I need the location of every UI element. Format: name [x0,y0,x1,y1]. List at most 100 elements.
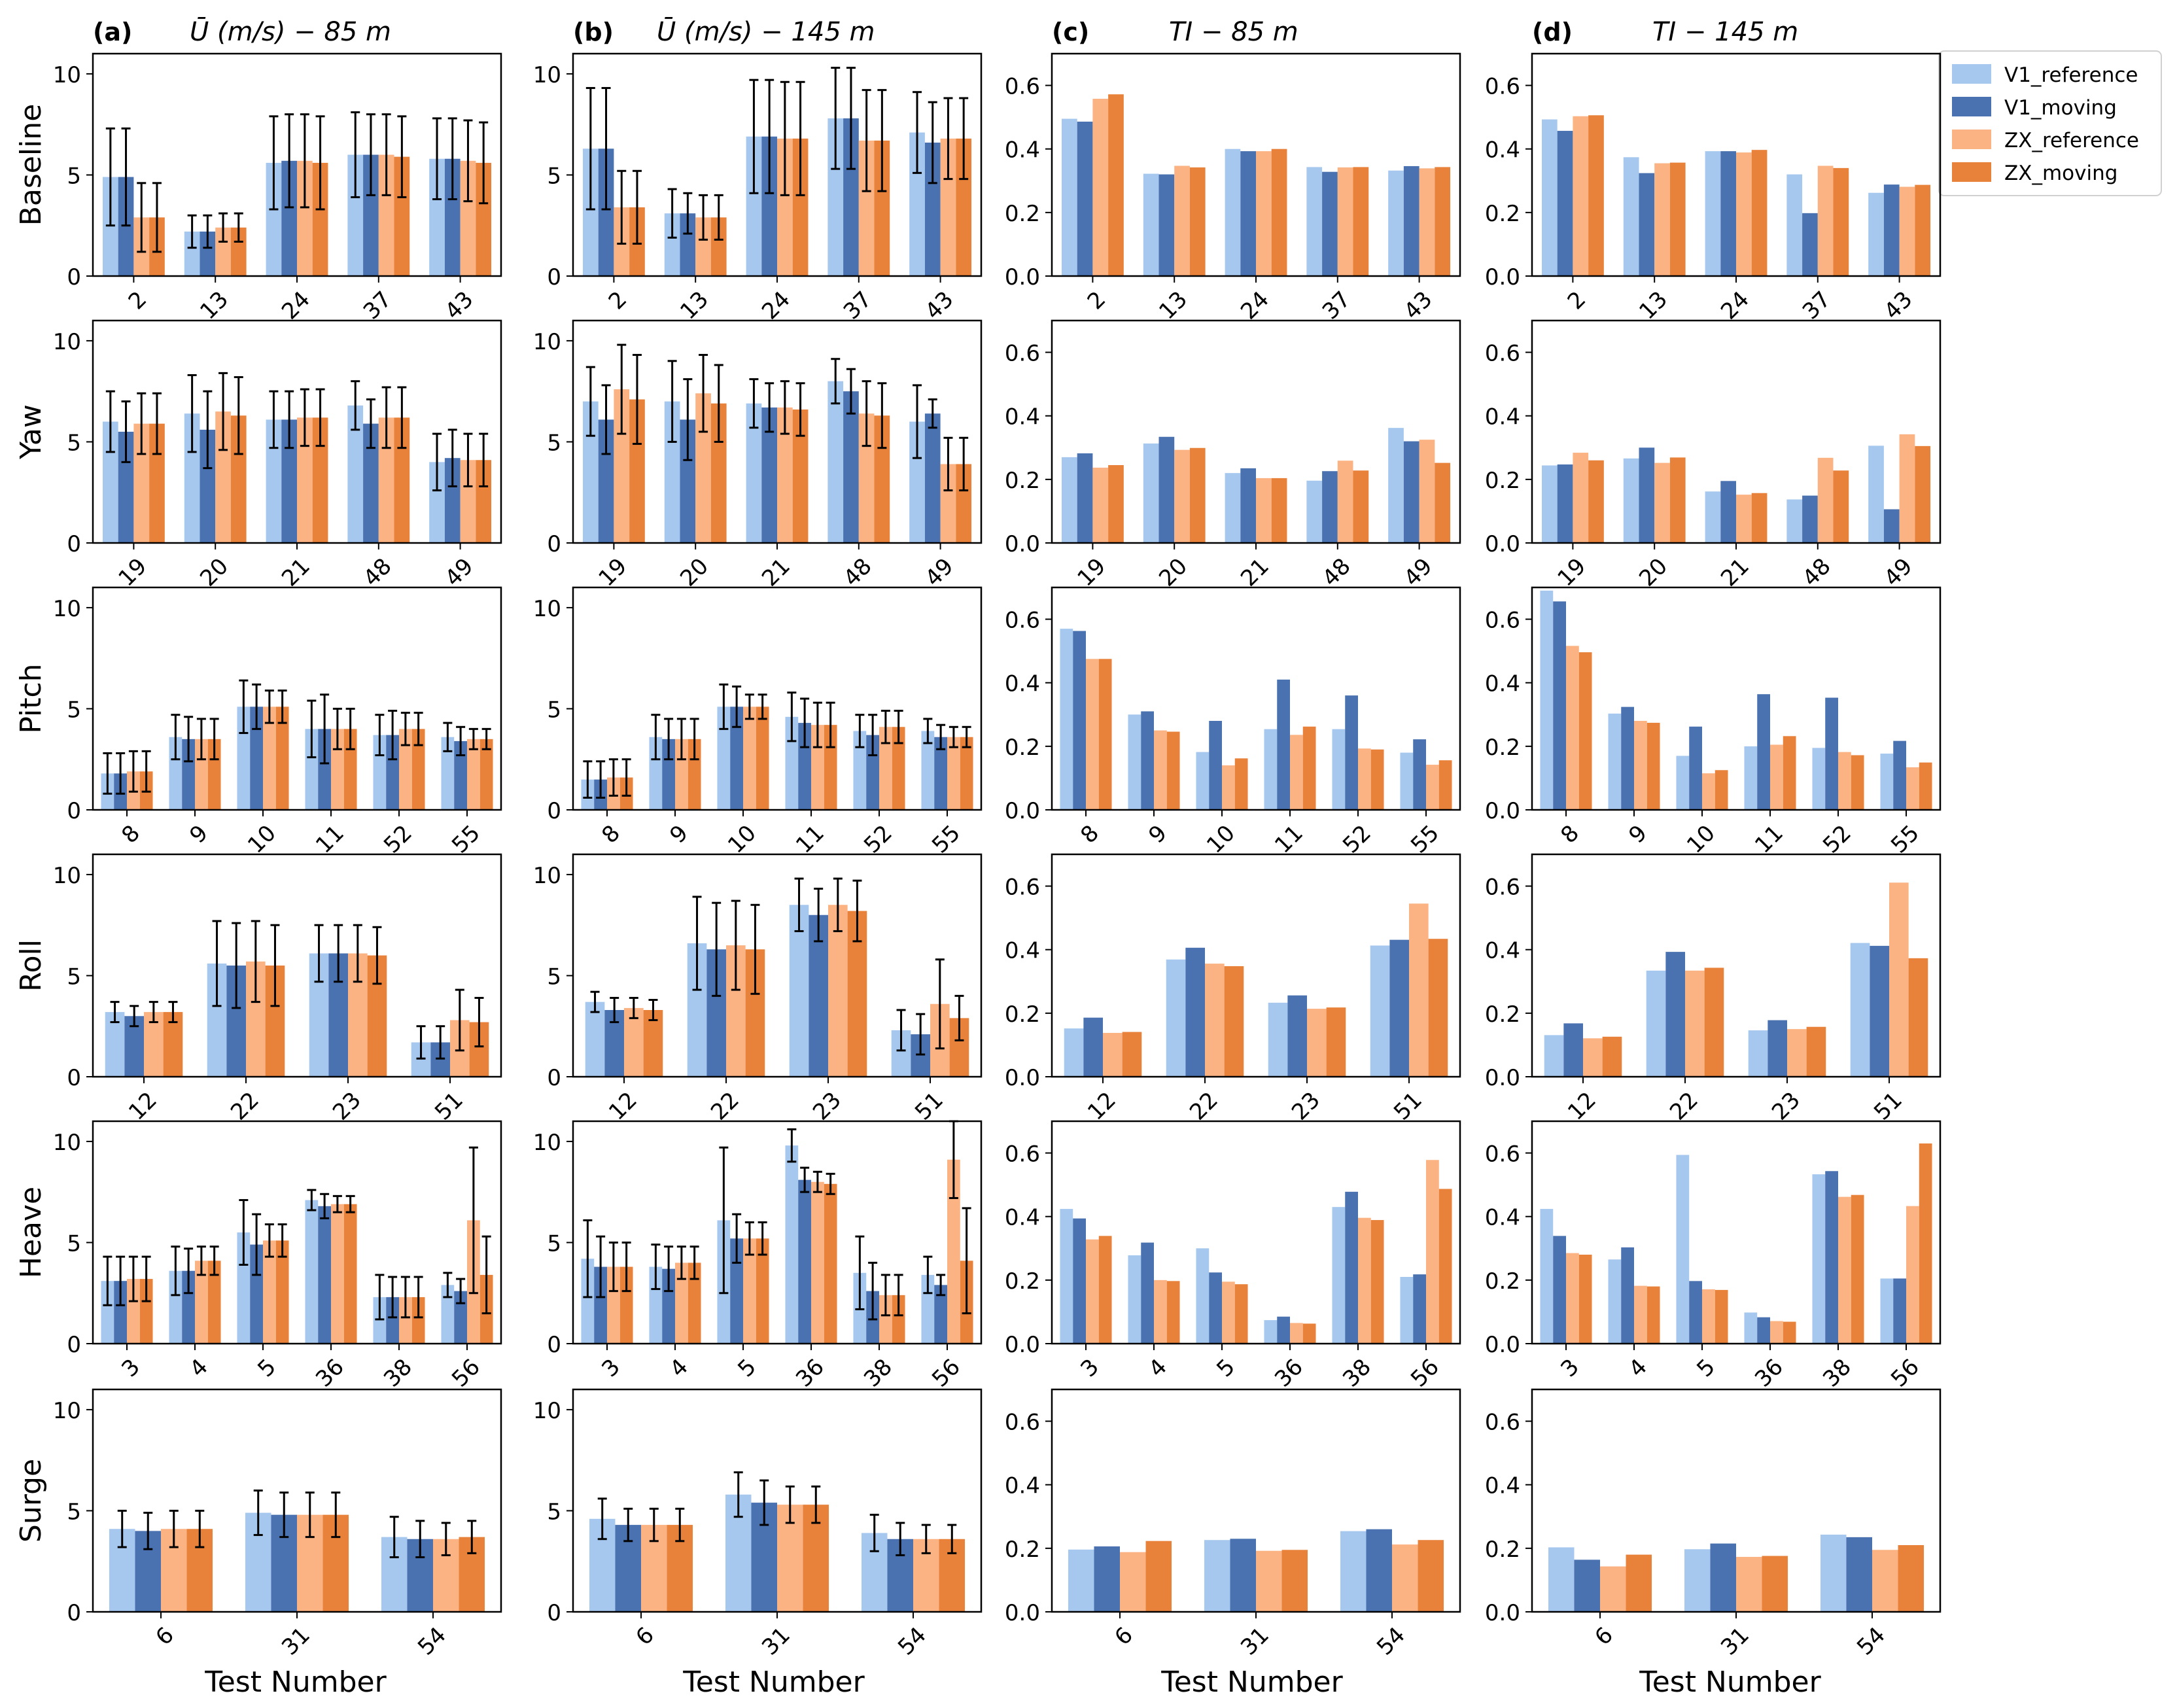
panel-surge-u-145-ytick-label: 10 [533,1398,561,1424]
panel-heave-u-85-ytick-label: 10 [53,1130,81,1156]
panel-pitch-u-145-bar-zx-reference-10 [743,706,756,810]
panel-heave-u-145-bar-v1-moving-4 [662,1268,675,1344]
panel-heave-u-145-frame [572,1120,983,1345]
panel-baseline-ti-85: 0.00.20.40.62 13 24 37 43 [1005,52,1461,324]
panel-heave-ti-145-ytick-label: 0.0 [1485,1332,1520,1358]
x-axis-labels: Test Number Test Number Test Number Test… [204,1665,1821,1699]
panel-baseline-ti-85-bar-v1-reference-43 [1388,170,1404,276]
panel-pitch-u-145-bar-v1-moving-55 [934,737,947,810]
panel-baseline-ti-85-bar-v1-moving-43 [1403,166,1419,276]
panel-heave-u-85-bar-zx-reference-36 [331,1204,344,1344]
panel-yaw-ti-145-bar-zx-moving-19 [1588,460,1604,543]
panel-roll-ti-85-bar-v1-reference-12 [1064,1028,1084,1077]
panel-roll-ti-85-bar-zx-reference-23 [1307,1009,1327,1077]
panel-pitch-ti-145-ytick-label: 0.4 [1485,671,1520,697]
panel-baseline-u-85-bar-v1-moving-24 [281,160,297,276]
panel-heave-ti-145-bar-v1-moving-38 [1825,1171,1838,1344]
panel-yaw-u-85-bar-v1-reference-20 [184,413,200,543]
panel-heave-ti-145-bar-v1-reference-4 [1608,1259,1622,1344]
panel-yaw-ti-85-ytick-label: 0.2 [1005,468,1040,494]
panel-heave-ti-85-ytick-label: 0.4 [1005,1205,1040,1231]
panel-heave-ti-85-ytick-label: 0.2 [1005,1268,1040,1295]
panel-pitch-ti-85-bar-v1-reference-55 [1400,752,1414,810]
panel-heave-u-145-bar-zx-reference-3 [607,1266,620,1344]
panel-baseline-ti-85-bar-zx-moving-13 [1189,167,1206,276]
panel-roll-ti-85-bar-v1-moving-23 [1287,995,1307,1077]
panel-pitch-u-85-bar-v1-moving-9 [182,739,195,810]
panel-pitch-ti-85-bar-v1-reference-8 [1060,629,1073,810]
legend-swatch-v1-moving [1952,97,1991,116]
panel-baseline-ti-85-bar-zx-reference-24 [1256,151,1272,276]
panel-heave-ti-145-bar-v1-moving-56 [1893,1278,1906,1344]
panel-pitch-ti-145-ytick-label: 0.6 [1485,608,1520,634]
panel-pitch-u-145-bar-v1-moving-10 [730,706,743,810]
panel-tag-b: (b) [573,18,614,46]
panel-heave-ti-145-bar-zx-reference-56 [1906,1206,1919,1344]
panel-heave-ti-145-ytick-label: 0.6 [1485,1142,1520,1168]
panel-pitch-u-85-bar-v1-reference-55 [441,737,455,810]
panel-heave-u-85-bar-v1-reference-38 [373,1297,387,1344]
panel-baseline-u-85-bar-zx-moving-13 [230,227,247,276]
panel-yaw-ti-85-bar-zx-reference-19 [1092,467,1109,543]
panel-baseline-ti-145-ytick-label: 0.6 [1485,74,1520,100]
panel-heave-u-145-bar-zx-moving-5 [756,1238,769,1344]
panel-yaw-ti-145-bar-zx-moving-48 [1833,470,1849,543]
panel-pitch-ti-85: 0.00.20.40.68 9 10 11 52 55 [1005,586,1461,858]
panel-baseline-ti-145-bar-v1-moving-13 [1639,173,1655,276]
panel-baseline-ti-145-bar-v1-reference-37 [1786,174,1803,276]
panel-yaw-u-85-bar-v1-moving-20 [200,429,216,543]
panel-yaw-u-145-bar-zx-reference-20 [695,393,711,543]
panel-heave-ti-145-bar-zx-moving-5 [1715,1289,1728,1344]
panel-pitch-ti-85-bar-zx-moving-9 [1166,731,1180,810]
panel-heave-u-145-ytick-label: 0 [547,1332,561,1358]
panel-heave-u-145-bar-v1-moving-36 [798,1179,811,1344]
legend-label-zx-reference: ZX_reference [2004,129,2139,152]
panel-pitch-ti-145-bar-v1-moving-55 [1893,741,1906,810]
panel-pitch-ti-145-frame [1531,586,1942,811]
panel-pitch-ti-145-bar-v1-reference-8 [1540,590,1554,810]
panel-pitch-ti-85-bar-zx-moving-8 [1098,659,1112,810]
panel-yaw-ti-145-bar-zx-moving-49 [1915,445,1931,543]
panel-heave-u-85-ytick-label: 0 [67,1332,81,1358]
panel-yaw-u-145-ytick-label: 0 [547,531,561,557]
panel-heave-ti-145-frame [1531,1120,1942,1345]
panel-surge-ti-85-bar-zx-reference-31 [1256,1550,1282,1612]
panel-roll-ti-145-bar-v1-reference-22 [1646,970,1666,1077]
panel-yaw-u-145-bar-v1-reference-49 [909,421,925,543]
panel-yaw-u-145-bar-v1-moving-20 [680,419,696,543]
panel-heave-u-85-ytick-label: 5 [67,1230,81,1257]
panel-roll-ti-145-bar-zx-moving-12 [1602,1036,1622,1077]
panel-yaw-ti-85-bar-zx-moving-19 [1108,465,1124,543]
panel-pitch-ti-85-bar-v1-reference-11 [1264,729,1278,810]
legend-swatch-v1-reference [1952,64,1991,84]
panel-roll-ti-145-bar-v1-moving-23 [1768,1020,1787,1077]
panel-surge-ti-145-bar-zx-moving-31 [1762,1556,1788,1612]
panel-yaw-u-85-bar-v1-moving-21 [281,419,297,543]
panel-yaw-ti-145-bar-v1-moving-49 [1883,509,1900,543]
panel-yaw-u-85-frame [92,319,502,544]
panel-heave-u-85-bar-v1-reference-5 [237,1232,251,1344]
panel-yaw-ti-145-bar-v1-reference-19 [1541,465,1558,543]
panel-roll-ti-145-bar-zx-moving-23 [1806,1026,1826,1077]
panel-surge-ti-85-bar-zx-moving-31 [1281,1550,1308,1612]
column-title-b: Ū (m/s) − 145 m [657,16,875,47]
panel-surge-ti-145-bar-zx-reference-31 [1736,1556,1762,1612]
panel-pitch-u-145-bar-zx-moving-10 [756,706,769,810]
panel-pitch-ti-85-bar-v1-moving-9 [1141,711,1154,810]
panel-heave-u-85-bar-v1-moving-36 [318,1206,331,1344]
panel-roll-ti-145-bar-zx-moving-51 [1908,958,1928,1077]
panel-heave-u-145-bar-v1-reference-4 [649,1266,663,1344]
panel-heave-ti-145-bar-zx-moving-4 [1646,1286,1660,1344]
panel-baseline-u-145-bar-v1-reference-24 [746,136,762,276]
panel-baseline-ti-145-bar-zx-moving-2 [1588,115,1604,276]
panel-surge-ti-85-bar-v1-reference-54 [1340,1531,1367,1612]
panel-pitch-u-145-bar-zx-reference-11 [811,725,824,810]
panel-heave-ti-85-ytick-label: 0.6 [1005,1142,1040,1168]
panel-yaw-ti-85-ytick-label: 0.0 [1005,531,1040,557]
row-label-yaw: Yaw [14,404,48,460]
panel-yaw-ti-145-bar-v1-moving-19 [1557,464,1573,543]
